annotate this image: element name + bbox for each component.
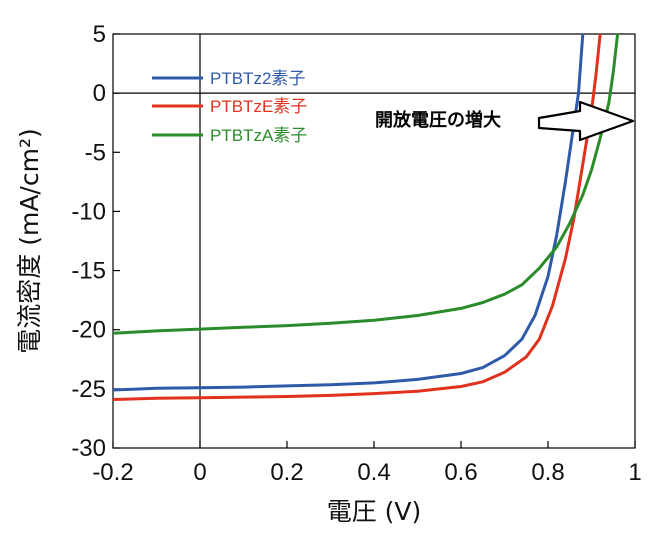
x-tick-label: 1 [628, 459, 641, 486]
y-tick-label: -30 [71, 435, 106, 462]
x-tick-label: 0.6 [444, 459, 477, 486]
series-line-1 [113, 34, 602, 401]
y-tick-label: -10 [71, 198, 106, 225]
legend-label-series-1: PTBTzE素子 [210, 97, 307, 116]
legend: PTBTz2素子 PTBTzE素子 PTBTzA素子 [152, 69, 307, 145]
y-tick-label: -25 [71, 376, 106, 403]
y-tick-label: -15 [71, 258, 106, 285]
legend-label-series-2: PTBTzA素子 [210, 126, 307, 145]
series-layer [113, 34, 620, 401]
series-line-0 [113, 34, 585, 392]
y-tick-label: 0 [93, 80, 106, 107]
y-axis-title: 電流密度 (mA/cm²) [15, 128, 44, 353]
y-tick-label: 5 [93, 21, 106, 48]
annotation-arrow-icon [537, 100, 635, 142]
x-tick-label: -0.2 [92, 459, 133, 486]
x-tick-label: 0.8 [531, 459, 564, 486]
y-tick-label: -20 [71, 317, 106, 344]
x-tick-label: 0 [193, 459, 206, 486]
x-axis-title: 電圧 (V) [327, 497, 422, 526]
x-tick-label: 0.4 [357, 459, 390, 486]
x-tick-label: 0.2 [270, 459, 303, 486]
series-line-2 [113, 34, 620, 335]
annotation-text: 開放電圧の増大 [375, 109, 501, 131]
axis-ticks: -0.2 0 0.2 0.4 0.6 0.8 1 5 0 -5 -10 -15 -20 -25 -30 [71, 21, 641, 486]
legend-label-series-0: PTBTz2素子 [210, 69, 305, 88]
y-tick-label: -5 [85, 139, 106, 166]
